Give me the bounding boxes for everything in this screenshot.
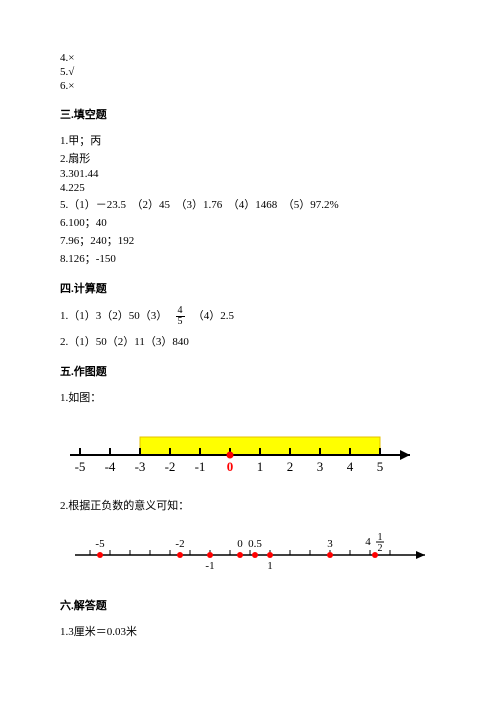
svg-text:3: 3 [317,459,324,474]
section-4-body: 1.（1）3（2）50（3） 4 5 （4）2.5 2.（1）50（2）11（3… [60,306,440,349]
section-4-title: 四.计算题 [60,280,440,296]
svg-text:-5: -5 [75,459,86,474]
svg-text:-1: -1 [205,560,214,572]
svg-text:-2: -2 [165,459,176,474]
calc-text: （4）2.5 [187,310,234,322]
svg-text:1: 1 [267,560,273,572]
fraction-den: 5 [176,317,185,327]
fill-line: 7.96；240；192 [60,232,440,248]
judgment-line: 5.√ [60,66,440,78]
fill-line: 5.（1）－23.5 （2）45 （3）1.76 （4）1468 （5）97.2… [60,196,440,212]
fill-line: 2.扇形 [60,150,440,166]
section-3-body: 1.甲；丙 2.扇形 3.301.44 4.225 5.（1）－23.5 （2）… [60,132,440,266]
judgment-lines: 4.× 5.√ 6.× [60,52,440,92]
judgment-line: 6.× [60,80,440,92]
svg-text:5: 5 [377,459,384,474]
drawing-item: 2.根据正负数的意义可知： [60,497,440,513]
section-6-title: 六.解答题 [60,597,440,613]
svg-text:1: 1 [257,459,264,474]
section-5-title: 五.作图题 [60,363,440,379]
svg-text:4: 4 [365,536,371,548]
calc-text: 1.（1）3（2）50（3） [60,310,173,322]
drawing-item: 1.如图： [60,389,440,405]
fill-line: 4.225 [60,182,440,194]
svg-text:3: 3 [327,538,333,550]
answer-line: 1.3厘米＝0.03米 [60,623,440,639]
fill-line: 6.100；40 [60,214,440,230]
svg-text:4: 4 [347,459,354,474]
svg-text:2: 2 [378,543,383,554]
fill-line: 8.126；-150 [60,250,440,266]
svg-text:-4: -4 [105,459,116,474]
svg-text:-1: -1 [195,459,206,474]
svg-text:0: 0 [227,459,234,474]
svg-text:2: 2 [287,459,294,474]
calc-line: 2.（1）50（2）11（3）840 [60,333,440,349]
svg-text:-3: -3 [135,459,146,474]
judgment-line: 4.× [60,52,440,64]
svg-text:-2: -2 [175,538,184,550]
svg-text:1: 1 [378,532,383,543]
fill-line: 1.甲；丙 [60,132,440,148]
svg-text:0: 0 [237,538,243,550]
svg-text:0.5: 0.5 [248,538,262,550]
section-3-title: 三.填空题 [60,106,440,122]
fraction: 4 5 [176,306,185,327]
number-line-2: -5-2-100.513412 [60,523,440,583]
fill-line: 3.301.44 [60,168,440,180]
calc-line: 1.（1）3（2）50（3） 4 5 （4）2.5 [60,306,440,327]
svg-text:-5: -5 [95,538,105,550]
number-line-1: -5 -4 -3 -2 -1 0 1 2 3 4 5 [60,413,440,483]
